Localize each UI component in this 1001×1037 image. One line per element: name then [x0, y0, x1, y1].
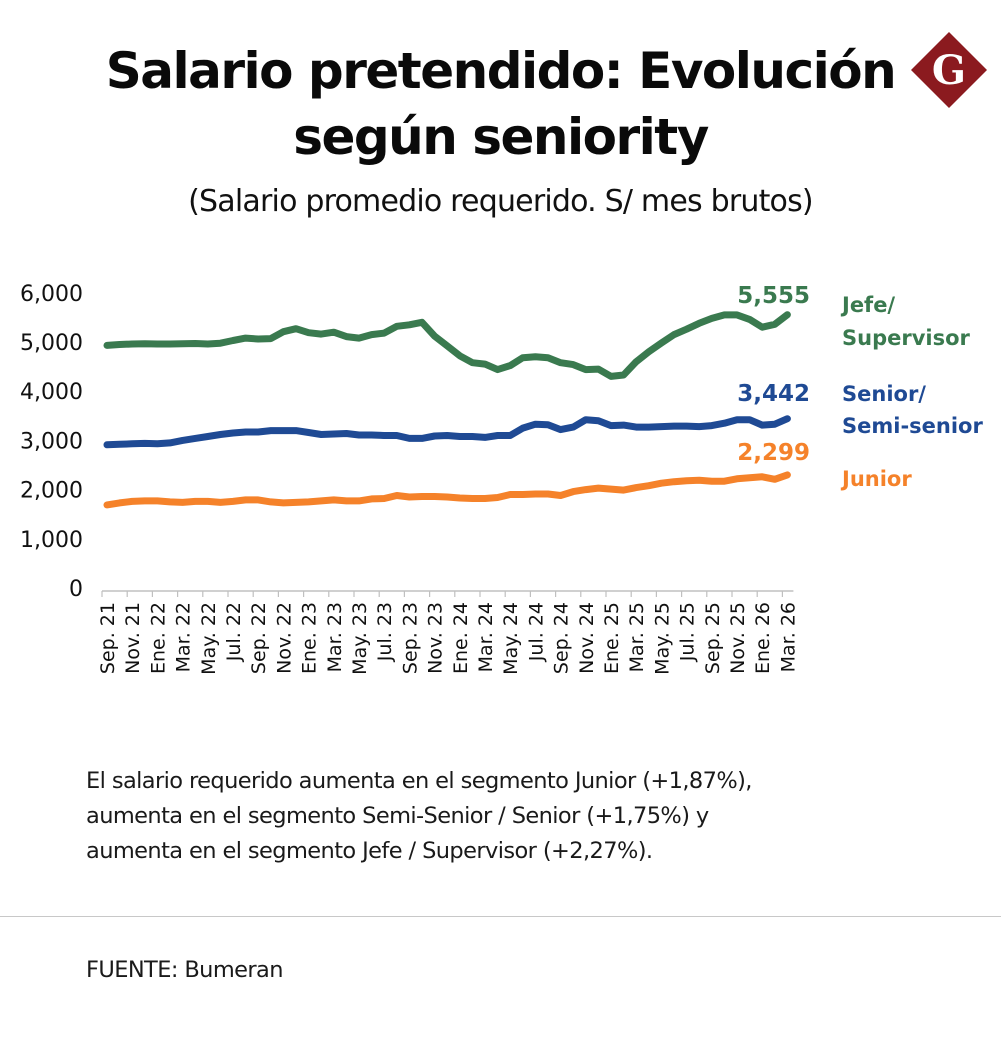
x-tick-label: Sep. 23 [399, 602, 421, 674]
x-tick-label: Ene. 25 [601, 602, 623, 674]
x-tick-label: Jul. 23 [374, 602, 396, 662]
end-value-label: 2,299 [737, 440, 810, 466]
end-value-label: 3,442 [737, 381, 810, 407]
y-tick-label: 0 [69, 577, 83, 602]
series-line-junior [103, 471, 791, 509]
note-line-3: aumenta en el segmento Jefe / Supervisor… [86, 838, 653, 864]
series-line-jefe-supervisor [103, 311, 791, 380]
divider [0, 916, 1001, 917]
y-tick-label: 3,000 [20, 429, 83, 454]
chart-note: El salario requerido aumenta en el segme… [86, 764, 946, 869]
x-tick-label: Sep. 21 [97, 602, 119, 674]
x-tick-label: Nov. 23 [425, 602, 447, 674]
series-lines [103, 311, 791, 509]
x-tick-label: Ene. 22 [147, 602, 169, 674]
series-line-senior-semi-senior [103, 415, 791, 449]
publisher-logo-icon: G [911, 32, 987, 108]
chart-title-line1: Salario pretendido: Evolución [105, 42, 897, 100]
legend-label-line2: Semi-senior [842, 414, 983, 438]
x-tick-label: Mar. 26 [777, 602, 799, 672]
x-tick-label: Mar. 22 [173, 602, 195, 672]
x-tick-label: Ene. 26 [752, 602, 774, 674]
y-tick-label: 6,000 [20, 282, 83, 307]
x-tick-label: May. 24 [500, 602, 522, 675]
y-axis: 0 1,000 2,000 3,000 4,000 5,000 6,000 [20, 282, 83, 602]
y-tick-label: 1,000 [20, 528, 83, 553]
x-tick-label: Mar. 25 [626, 602, 648, 672]
x-tick-label: Ene. 23 [299, 602, 321, 674]
x-tick-label: Jul. 24 [525, 602, 547, 662]
x-tick-label: Mar. 23 [324, 602, 346, 672]
x-tick-label: May. 23 [349, 602, 371, 675]
legend-label: Jefe/ [840, 293, 895, 317]
x-tick-label: Ene. 24 [450, 602, 472, 674]
chart-title: Salario pretendido: Evolución según seni… [0, 38, 1001, 170]
source-credit: FUENTE: Bumeran [86, 957, 284, 983]
logo-letter: G [932, 47, 966, 94]
chart-subtitle: (Salario promedio requerido. S/ mes brut… [188, 184, 813, 219]
x-tick-label: May. 25 [651, 602, 673, 675]
x-tick-label: Nov. 22 [273, 602, 295, 674]
y-tick-label: 4,000 [20, 380, 83, 405]
x-axis: Sep. 21 Nov. 21 Ene. 22 Mar. 22 May. 22 Jul. … [97, 590, 799, 675]
x-tick-label: Jul. 25 [677, 602, 699, 662]
x-tick-label: Nov. 21 [122, 602, 144, 674]
legend-label: Senior/ [842, 382, 926, 406]
x-tick-label: May. 22 [198, 602, 220, 675]
legend-label: Junior [840, 467, 912, 491]
x-tick-label: Sep. 22 [248, 602, 270, 674]
x-tick-label: Sep. 24 [551, 602, 573, 674]
x-tick-label: Sep. 25 [702, 602, 724, 674]
x-tick-label: Jul. 22 [223, 602, 245, 662]
legend-label-line2: Supervisor [842, 326, 971, 350]
note-line-1: El salario requerido aumenta en el segme… [86, 768, 752, 794]
x-tick-label: Mar. 24 [475, 602, 497, 672]
note-line-2: aumenta en el segmento Semi-Senior / Sen… [86, 803, 709, 829]
logo-diamond [911, 32, 987, 108]
x-tick-label: Nov. 24 [576, 602, 598, 674]
chart-title-line2: según seniority [293, 108, 709, 166]
end-value-label: 5,555 [737, 283, 810, 309]
y-tick-label: 2,000 [20, 479, 83, 504]
y-tick-label: 5,000 [20, 331, 83, 356]
x-tick-label: Nov. 25 [727, 602, 749, 674]
series-labels: 5,555 Jefe/Supervisor 3,442 Senior/Semi-sen… [737, 283, 983, 491]
